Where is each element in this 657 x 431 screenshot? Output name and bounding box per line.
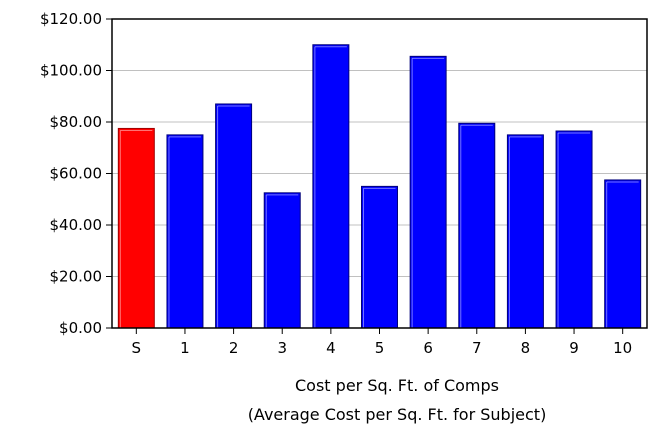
bars [117,44,642,329]
bar-10 [604,179,642,329]
x-axis-label-line-1: Cost per Sq. Ft. of Comps [295,376,499,395]
x-tick-label: 4 [326,339,336,357]
x-tick-label: 9 [569,339,579,357]
y-tick-label: $120.00 [40,10,102,28]
x-tick-label: 1 [180,339,190,357]
x-tick-label: 8 [521,339,531,357]
y-tick-label: $60.00 [50,165,103,183]
x-axis-label-line-2: (Average Cost per Sq. Ft. for Subject) [248,405,547,424]
y-tick-label: $0.00 [59,319,102,337]
x-tick-label: 10 [613,339,632,357]
y-tick-label: $40.00 [50,216,103,234]
bar-5 [361,185,398,329]
y-tick-label: $100.00 [40,62,102,80]
y-tick-label: $80.00 [50,113,103,131]
x-tick-label: 2 [229,339,239,357]
plot-frame [111,18,648,329]
x-axis-ticks: S 1 2 3 4 5 6 7 8 9 10 [132,328,632,357]
bar-4 [312,44,350,329]
bar-S [117,127,155,329]
y-tick-label: $20.00 [50,268,103,286]
bar-2 [215,103,253,329]
x-tick-label: 5 [375,339,385,357]
x-tick-label: 6 [423,339,433,357]
x-tick-label: S [132,339,142,357]
y-axis-ticks: $0.00 $20.00 $40.00 $60.00 $80.00 $100.00 $120… [40,10,112,337]
x-tick-label: 7 [472,339,482,357]
x-tick-label: 3 [277,339,287,357]
bar-7 [458,122,496,329]
bar-1 [166,134,204,329]
bar-8 [506,134,544,329]
bar-6 [409,55,447,329]
bar-3 [263,192,301,329]
bar-9 [555,130,593,329]
